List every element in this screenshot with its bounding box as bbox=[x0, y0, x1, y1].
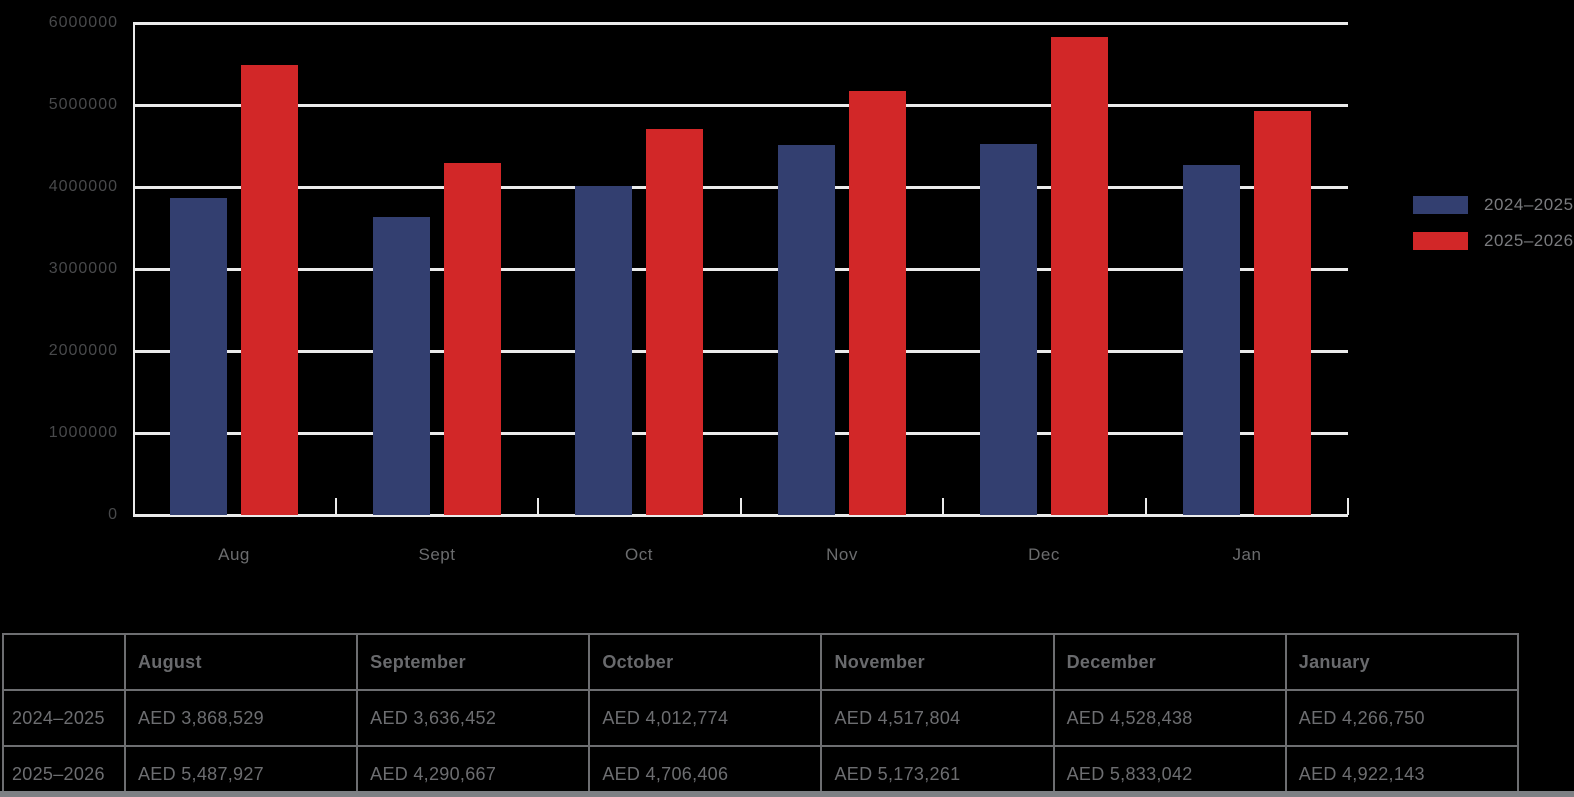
gridline bbox=[133, 268, 1348, 271]
y-tick-label: 4000000 bbox=[48, 178, 118, 195]
monthly-values-table: August September October November Decemb… bbox=[2, 633, 1520, 797]
x-axis-tick bbox=[335, 498, 337, 515]
column-header-august: August bbox=[123, 633, 359, 691]
cell-value: AED 4,922,143 bbox=[1284, 745, 1520, 797]
x-axis-line bbox=[133, 514, 1348, 517]
gridline bbox=[133, 186, 1348, 189]
x-tick-label-nov: Nov bbox=[826, 545, 858, 564]
x-tick-label-oct: Oct bbox=[625, 545, 653, 564]
column-header-september: September bbox=[356, 633, 591, 691]
cell-value: AED 4,517,804 bbox=[820, 689, 1055, 747]
gridline bbox=[133, 350, 1348, 353]
chart-plot-area bbox=[133, 22, 1349, 517]
table-header-row: August September October November Decemb… bbox=[2, 633, 1520, 691]
y-tick-label: 6000000 bbox=[48, 14, 118, 31]
bar-2025-2026-sept bbox=[444, 163, 501, 515]
table-row: 2025–2026 AED 5,487,927 AED 4,290,667 AE… bbox=[2, 745, 1520, 797]
x-tick-label-sept: Sept bbox=[418, 545, 456, 564]
legend-swatch-2024-2025 bbox=[1413, 196, 1468, 214]
column-header-october: October bbox=[588, 633, 823, 691]
cell-value: AED 3,636,452 bbox=[356, 689, 591, 747]
bar-2024-2025-aug bbox=[170, 198, 227, 515]
table-corner-cell bbox=[2, 633, 126, 691]
x-axis-tick bbox=[942, 498, 944, 515]
cell-value: AED 4,528,438 bbox=[1052, 689, 1287, 747]
cell-value: AED 4,266,750 bbox=[1284, 689, 1520, 747]
bar-2025-2026-dec bbox=[1051, 37, 1108, 515]
table-bottom-border-strip bbox=[0, 791, 1574, 797]
y-tick-label: 1000000 bbox=[48, 424, 118, 441]
x-axis-tick bbox=[1347, 498, 1349, 515]
chart-legend: 2024–2025 2025–2026 bbox=[1413, 195, 1574, 268]
cell-value: AED 4,706,406 bbox=[588, 745, 823, 797]
x-tick-label-aug: Aug bbox=[218, 545, 250, 564]
gridline bbox=[133, 104, 1348, 107]
bar-2024-2025-dec bbox=[980, 144, 1037, 515]
x-tick-label-jan: Jan bbox=[1232, 545, 1262, 564]
bar-2024-2025-jan bbox=[1183, 165, 1240, 515]
gridline bbox=[133, 22, 1348, 25]
gridline bbox=[133, 432, 1348, 435]
bar-2024-2025-sept bbox=[373, 217, 430, 515]
x-axis-tick bbox=[537, 498, 539, 515]
bar-2024-2025-oct bbox=[575, 186, 632, 515]
bar-2025-2026-oct bbox=[646, 129, 703, 515]
cell-value: AED 4,290,667 bbox=[356, 745, 591, 797]
bar-2025-2026-nov bbox=[849, 91, 906, 515]
row-label-2024-2025: 2024–2025 bbox=[2, 689, 126, 747]
cell-value: AED 3,868,529 bbox=[123, 689, 359, 747]
cell-value: AED 5,173,261 bbox=[820, 745, 1055, 797]
cell-value: AED 5,487,927 bbox=[123, 745, 359, 797]
legend-item-2025-2026: 2025–2026 bbox=[1413, 231, 1574, 250]
row-label-2025-2026: 2025–2026 bbox=[2, 745, 126, 797]
legend-item-2024-2025: 2024–2025 bbox=[1413, 195, 1574, 214]
y-tick-label: 2000000 bbox=[48, 342, 118, 359]
bar-2024-2025-nov bbox=[778, 145, 835, 515]
bar-2025-2026-aug bbox=[241, 65, 298, 515]
legend-label: 2025–2026 bbox=[1484, 231, 1574, 250]
x-axis-tick bbox=[1145, 498, 1147, 515]
x-axis-tick bbox=[740, 498, 742, 515]
legend-label: 2024–2025 bbox=[1484, 195, 1574, 214]
legend-swatch-2025-2026 bbox=[1413, 232, 1468, 250]
column-header-january: January bbox=[1284, 633, 1520, 691]
bar-2025-2026-jan bbox=[1254, 111, 1311, 515]
y-tick-label: 5000000 bbox=[48, 96, 118, 113]
x-tick-label-dec: Dec bbox=[1028, 545, 1060, 564]
y-tick-label: 0 bbox=[108, 506, 118, 523]
column-header-november: November bbox=[820, 633, 1055, 691]
cell-value: AED 5,833,042 bbox=[1052, 745, 1287, 797]
table-row: 2024–2025 AED 3,868,529 AED 3,636,452 AE… bbox=[2, 689, 1520, 747]
cell-value: AED 4,012,774 bbox=[588, 689, 823, 747]
column-header-december: December bbox=[1052, 633, 1287, 691]
y-tick-label: 3000000 bbox=[48, 260, 118, 277]
